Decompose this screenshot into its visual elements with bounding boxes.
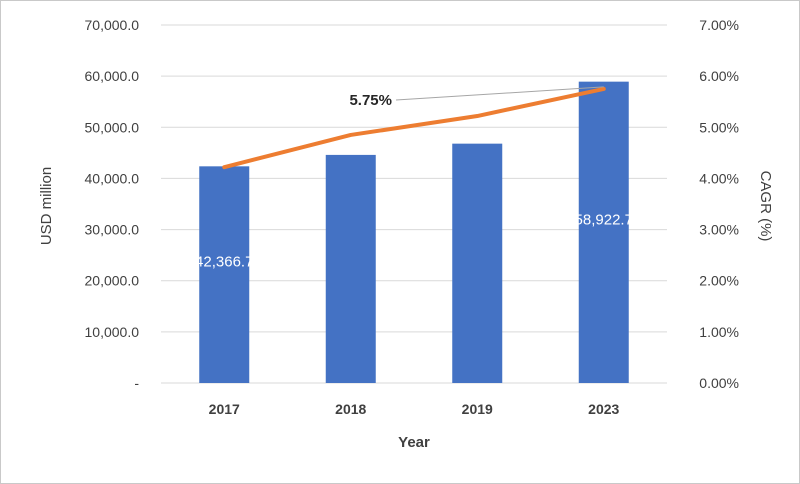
right-axis-ticks: 0.00% 1.00% 2.00% 3.00% 4.00% 5.00% 6.00% 7.00% bbox=[699, 17, 739, 391]
cagr-line bbox=[222, 86, 606, 170]
x-tick-label: 2018 bbox=[335, 401, 366, 417]
cagr-line-group bbox=[222, 86, 606, 170]
y2-tick-label: 7.00% bbox=[699, 17, 739, 33]
x-axis-title: Year bbox=[398, 434, 430, 451]
bar bbox=[199, 166, 250, 383]
data-labels: 42,366.7 58,922.7 5.75% bbox=[195, 86, 633, 271]
x-axis-ticks: 2017 2018 2019 2023 bbox=[209, 401, 620, 417]
bar-data-label: 42,366.7 bbox=[195, 254, 253, 271]
y-tick-label: 60,000.0 bbox=[85, 68, 140, 84]
annotation-leader-line bbox=[395, 86, 604, 101]
cagr-annotation: 5.75% bbox=[349, 92, 392, 109]
y2-tick-label: 4.00% bbox=[699, 170, 739, 186]
y-tick-label: 40,000.0 bbox=[85, 170, 140, 186]
x-tick-label: 2017 bbox=[209, 401, 240, 417]
y-tick-label: 30,000.0 bbox=[85, 222, 140, 238]
bar bbox=[325, 154, 376, 383]
y2-tick-label: 6.00% bbox=[699, 68, 739, 84]
bars bbox=[199, 81, 629, 384]
bar bbox=[452, 143, 503, 383]
y2-tick-label: 1.00% bbox=[699, 324, 739, 340]
x-tick-label: 2019 bbox=[462, 401, 493, 417]
bar-data-label: 58,922.7 bbox=[575, 211, 633, 228]
y2-tick-label: 5.00% bbox=[699, 119, 739, 135]
y2-tick-label: 2.00% bbox=[699, 273, 739, 289]
bar bbox=[578, 81, 629, 384]
y2-tick-label: 3.00% bbox=[699, 222, 739, 238]
y-tick-label: 70,000.0 bbox=[85, 17, 140, 33]
y-tick-label: 20,000.0 bbox=[85, 273, 140, 289]
y-axis-title: USD million bbox=[38, 167, 55, 245]
y-tick-label: 10,000.0 bbox=[85, 324, 140, 340]
left-axis-ticks: - 10,000.0 20,000.0 30,000.0 40,000.0 50,000.… bbox=[85, 17, 140, 391]
y-tick-label: - bbox=[134, 375, 139, 391]
y-tick-label: 50,000.0 bbox=[85, 119, 140, 135]
y2-tick-label: 0.00% bbox=[699, 375, 739, 391]
x-tick-label: 2023 bbox=[588, 401, 619, 417]
y2-axis-title: CAGR (%) bbox=[757, 171, 774, 242]
